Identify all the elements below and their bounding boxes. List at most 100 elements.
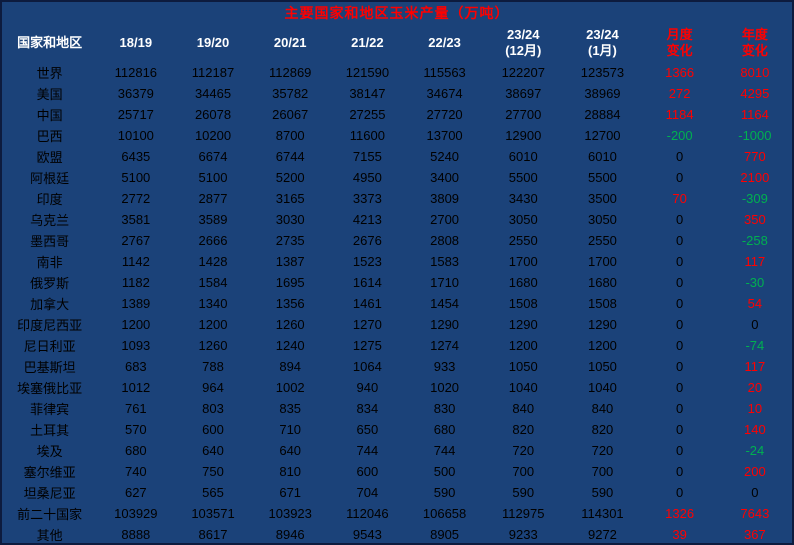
value-cell: 3050 xyxy=(508,212,538,227)
value-cell: 1275 xyxy=(352,338,382,353)
yearly-change-cell: 7643 xyxy=(740,506,770,521)
table-row: 印度 2772 2877 3165 3373 3809 3430 3500 70 -309 xyxy=(2,188,792,209)
value-cell: 114301 xyxy=(581,506,624,521)
monthly-change-cell: 0 xyxy=(676,254,684,269)
value-cell: 3373 xyxy=(352,191,382,206)
row-label: 欧盟 xyxy=(36,150,63,165)
row-label: 世界 xyxy=(36,66,63,81)
value-cell: 5500 xyxy=(587,170,617,185)
monthly-change-cell: 39 xyxy=(672,527,687,542)
row-label: 美国 xyxy=(36,87,63,102)
value-cell: 1340 xyxy=(198,296,228,311)
value-cell: 3050 xyxy=(587,212,617,227)
yearly-change-cell: 1164 xyxy=(740,107,769,122)
yearly-change-cell: 140 xyxy=(744,422,766,437)
value-cell: 3030 xyxy=(275,212,305,227)
value-cell: 2550 xyxy=(508,233,538,248)
value-cell: 27720 xyxy=(426,107,463,122)
value-cell: 1290 xyxy=(587,317,617,332)
value-cell: 830 xyxy=(433,401,456,416)
value-cell: 5240 xyxy=(430,149,460,164)
value-cell: 680 xyxy=(124,443,147,458)
yearly-change-cell: -74 xyxy=(745,338,765,353)
value-cell: 600 xyxy=(202,422,224,437)
title-bar: 主要国家和地区玉米产量（万吨） xyxy=(2,2,792,24)
table-row: 印度尼西亚 1200 1200 1260 1270 1290 1290 1290 0 0 xyxy=(2,314,792,335)
value-cell: 740 xyxy=(124,464,147,479)
monthly-change-cell: 1184 xyxy=(665,107,694,122)
value-cell: 640 xyxy=(279,443,302,458)
value-cell: 1614 xyxy=(352,275,382,290)
yearly-change-cell: 10 xyxy=(747,401,763,416)
table-row: 坦桑尼亚 627 565 671 704 590 590 590 0 0 xyxy=(2,482,792,503)
value-cell: 27255 xyxy=(349,107,386,122)
value-cell: 1182 xyxy=(121,275,150,290)
header-row: 国家和地区 18/19 19/20 20/21 21/22 22/23 23/24 (12月… xyxy=(2,24,792,62)
yearly-change-cell: 0 xyxy=(751,485,759,500)
value-cell: 2700 xyxy=(430,212,460,227)
value-cell: 2767 xyxy=(121,233,151,248)
value-cell: 788 xyxy=(202,359,224,374)
table-row: 美国 36379 34465 35782 38147 34674 38697 38969 272… xyxy=(2,83,792,104)
value-cell: 1583 xyxy=(430,254,460,269)
column-header-1: 18/19 xyxy=(119,34,153,50)
value-cell: 1002 xyxy=(275,380,305,395)
value-cell: 13700 xyxy=(426,128,463,143)
yearly-change-cell: 117 xyxy=(744,254,766,269)
row-label: 菲律宾 xyxy=(30,402,70,417)
page-title: 主要国家和地区玉米产量（万吨） xyxy=(284,5,510,21)
table-row: 世界 112816 112187 112869 121590 115563 122207 12… xyxy=(2,62,792,83)
value-cell: 1710 xyxy=(430,275,460,290)
value-cell: 12900 xyxy=(505,128,542,143)
monthly-change-cell: 1366 xyxy=(665,65,695,80)
row-label: 加拿大 xyxy=(30,297,70,312)
monthly-change-cell: 272 xyxy=(668,86,691,101)
row-label: 巴基斯坦 xyxy=(23,360,76,375)
monthly-change-cell: 0 xyxy=(676,380,684,395)
value-cell: 640 xyxy=(202,443,224,458)
value-cell: 1040 xyxy=(508,380,538,395)
value-cell: 2877 xyxy=(198,191,228,206)
value-cell: 570 xyxy=(124,422,147,437)
monthly-change-cell: 0 xyxy=(676,275,684,290)
table-row: 墨西哥 2767 2666 2735 2676 2808 2550 2550 0 -258 xyxy=(2,230,792,251)
value-cell: 3430 xyxy=(508,191,538,206)
column-header-4: 21/22 xyxy=(351,34,384,50)
value-cell: 1050 xyxy=(587,359,617,374)
value-cell: 1387 xyxy=(275,254,305,269)
row-label: 俄罗斯 xyxy=(30,276,70,291)
value-cell: 9543 xyxy=(352,527,382,542)
value-cell: 1274 xyxy=(430,338,460,353)
value-cell: 1200 xyxy=(508,338,538,353)
value-cell: 744 xyxy=(433,443,456,458)
value-cell: 10200 xyxy=(194,128,232,143)
value-cell: 1700 xyxy=(508,254,538,269)
value-cell: 1680 xyxy=(587,275,617,290)
yearly-change-cell: -258 xyxy=(741,233,768,248)
value-cell: 1142 xyxy=(121,254,150,269)
value-cell: 761 xyxy=(124,401,147,416)
value-cell: 590 xyxy=(591,485,614,500)
value-cell: 112869 xyxy=(268,65,312,80)
value-cell: 1454 xyxy=(430,296,460,311)
row-label: 埃塞俄比亚 xyxy=(17,381,83,396)
monthly-change-cell: 1326 xyxy=(665,506,695,521)
value-cell: 28884 xyxy=(584,107,621,122)
column-header-0: 国家和地区 xyxy=(17,34,83,50)
value-cell: 1200 xyxy=(198,317,228,332)
monthly-change-cell: 0 xyxy=(676,317,684,332)
value-cell: 2808 xyxy=(430,233,460,248)
value-cell: 3500 xyxy=(587,191,617,206)
value-cell: 38969 xyxy=(584,86,621,101)
table-row: 阿根廷 5100 5100 5200 4950 3400 5500 5500 0 2100 xyxy=(2,167,792,188)
row-label: 乌克兰 xyxy=(30,213,70,228)
value-cell: 834 xyxy=(356,401,379,416)
row-label: 土耳其 xyxy=(30,423,70,438)
yearly-change-cell: -24 xyxy=(745,443,765,458)
value-cell: 650 xyxy=(356,422,379,437)
row-label: 埃及 xyxy=(36,444,63,459)
value-cell: 5100 xyxy=(121,170,151,185)
value-cell: 683 xyxy=(124,359,147,374)
value-cell: 115563 xyxy=(423,65,466,80)
value-cell: 122207 xyxy=(501,65,545,80)
